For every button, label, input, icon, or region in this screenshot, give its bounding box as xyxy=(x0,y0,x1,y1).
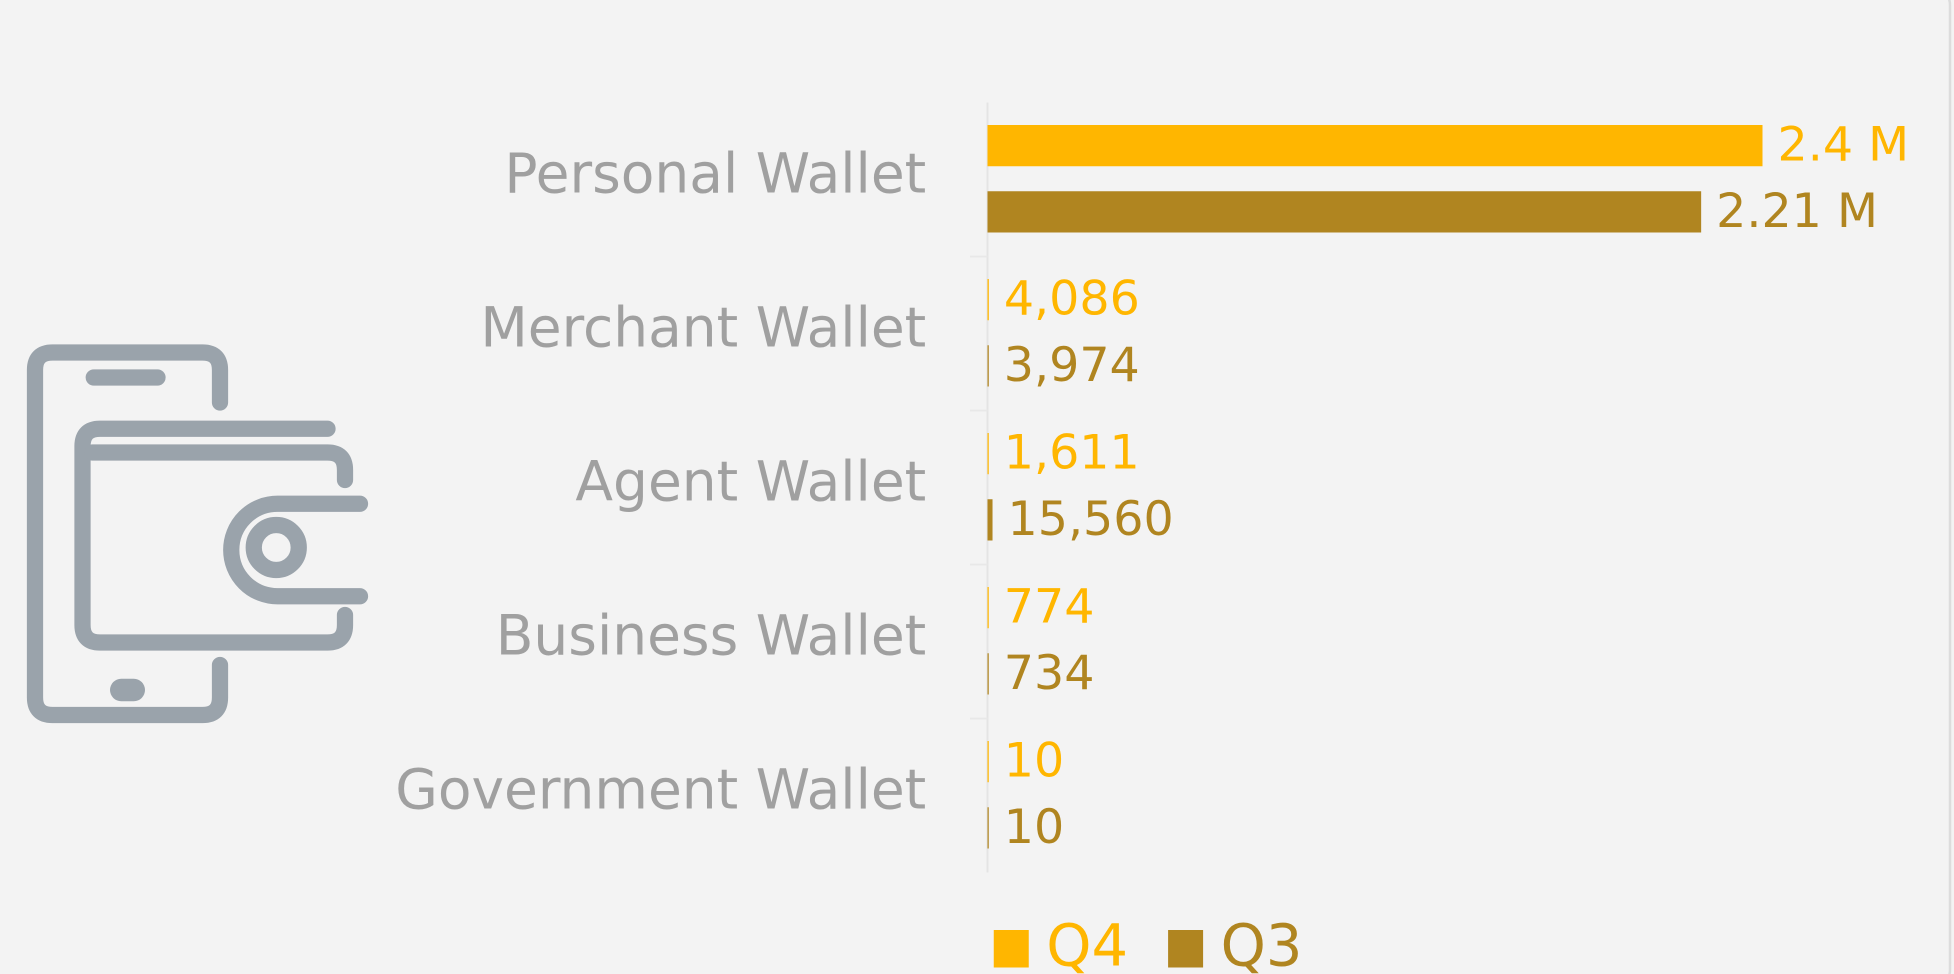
bar xyxy=(987,125,1763,167)
icon-button xyxy=(110,678,146,702)
value-label: 734 xyxy=(1004,646,1095,701)
bar xyxy=(987,653,989,695)
value-label: 3,974 xyxy=(1004,338,1140,393)
legend-label: Q3 xyxy=(1221,913,1303,974)
legend-swatch xyxy=(1168,930,1204,968)
value-label: 1,611 xyxy=(1004,426,1140,481)
legend-label: Q4 xyxy=(1046,913,1128,974)
value-label: 774 xyxy=(1004,580,1095,635)
value-label: 2.21 M xyxy=(1716,184,1878,239)
bar xyxy=(987,741,989,783)
value-label: 15,560 xyxy=(1008,492,1174,547)
category-label: Government Wallet xyxy=(395,758,926,822)
category-label: Agent Wallet xyxy=(575,450,926,514)
category-label: Personal Wallet xyxy=(504,142,926,206)
value-label: 10 xyxy=(1004,734,1064,789)
wallet-icon xyxy=(26,344,369,724)
bar xyxy=(987,279,989,321)
bar xyxy=(987,433,989,475)
bar xyxy=(987,807,989,849)
category-label: Merchant Wallet xyxy=(480,296,926,360)
value-label: 2.4 M xyxy=(1778,118,1910,173)
legend-swatch xyxy=(993,930,1029,968)
value-label: 4,086 xyxy=(1004,272,1140,327)
bar xyxy=(987,345,989,387)
bar xyxy=(987,191,1702,233)
bar xyxy=(987,587,989,629)
bar xyxy=(987,499,993,541)
category-label: Business Wallet xyxy=(496,604,927,668)
value-label: 10 xyxy=(1004,800,1064,855)
